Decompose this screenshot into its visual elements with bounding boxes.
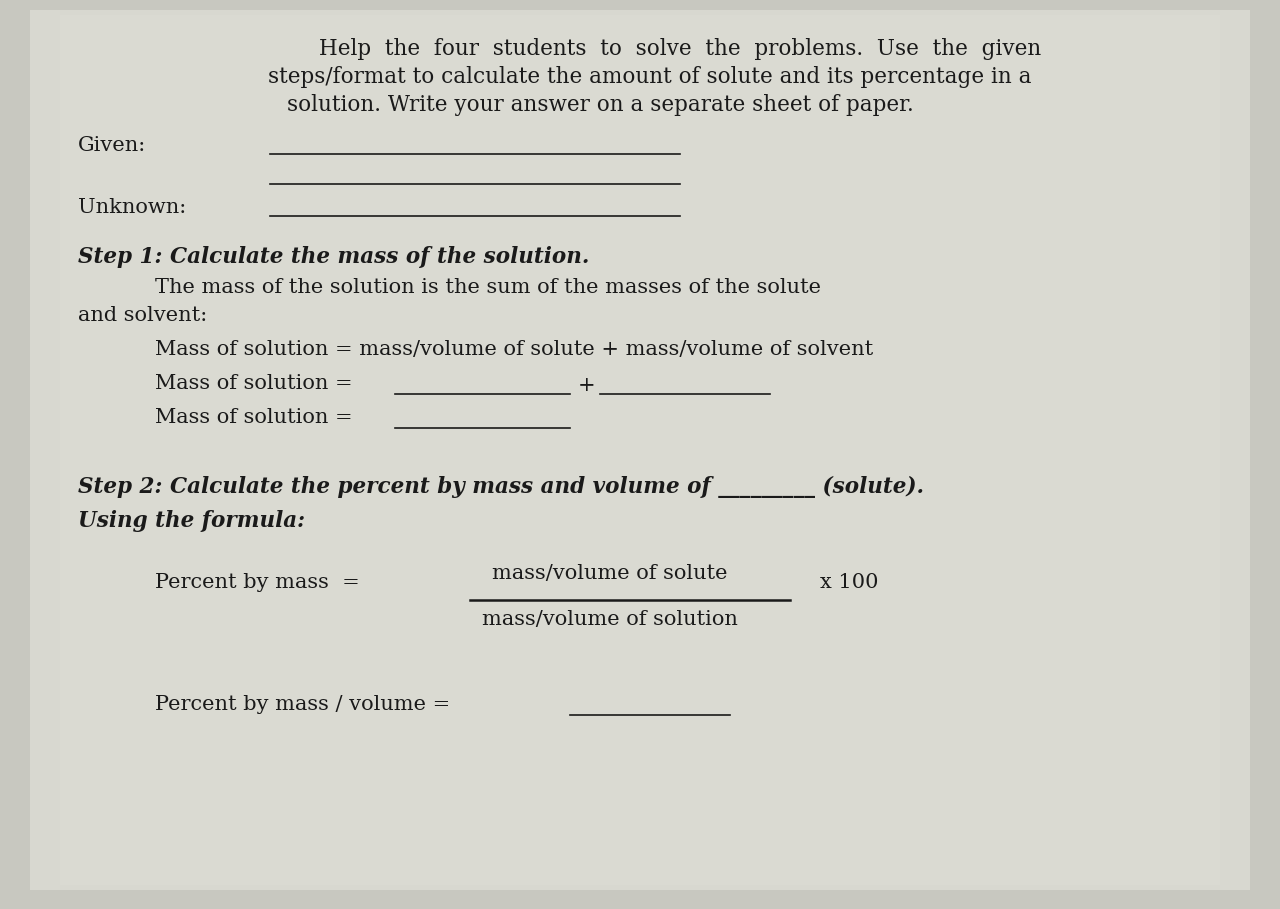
Text: Using the formula:: Using the formula:: [78, 510, 305, 532]
Text: Help  the  four  students  to  solve  the  problems.  Use  the  given: Help the four students to solve the prob…: [319, 38, 1041, 60]
Text: Mass of solution = mass/volume of solute + mass/volume of solvent: Mass of solution = mass/volume of solute…: [155, 340, 873, 359]
Text: and solvent:: and solvent:: [78, 306, 207, 325]
Text: Percent by mass  =: Percent by mass =: [155, 573, 360, 592]
Text: Unknown:: Unknown:: [78, 198, 187, 217]
Text: steps/format to calculate the amount of solute and its percentage in a: steps/format to calculate the amount of …: [269, 66, 1032, 88]
Text: Mass of solution =: Mass of solution =: [155, 408, 352, 427]
Text: solution. Write your answer on a separate sheet of paper.: solution. Write your answer on a separat…: [287, 94, 914, 116]
Text: Given:: Given:: [78, 136, 146, 155]
FancyBboxPatch shape: [60, 15, 1220, 885]
Text: Mass of solution =: Mass of solution =: [155, 374, 352, 393]
Text: Percent by mass / volume =: Percent by mass / volume =: [155, 695, 457, 714]
Text: +: +: [579, 376, 595, 395]
Text: The mass of the solution is the sum of the masses of the solute: The mass of the solution is the sum of t…: [155, 278, 820, 297]
Text: Step 1: Calculate the mass of the solution.: Step 1: Calculate the mass of the soluti…: [78, 246, 589, 268]
Text: mass/volume of solution: mass/volume of solution: [483, 610, 739, 629]
Text: Step 2: Calculate the percent by mass and volume of _________ (solute).: Step 2: Calculate the percent by mass an…: [78, 476, 924, 498]
Text: x 100: x 100: [820, 573, 878, 592]
Text: mass/volume of solute: mass/volume of solute: [493, 564, 728, 583]
FancyBboxPatch shape: [29, 10, 1251, 890]
